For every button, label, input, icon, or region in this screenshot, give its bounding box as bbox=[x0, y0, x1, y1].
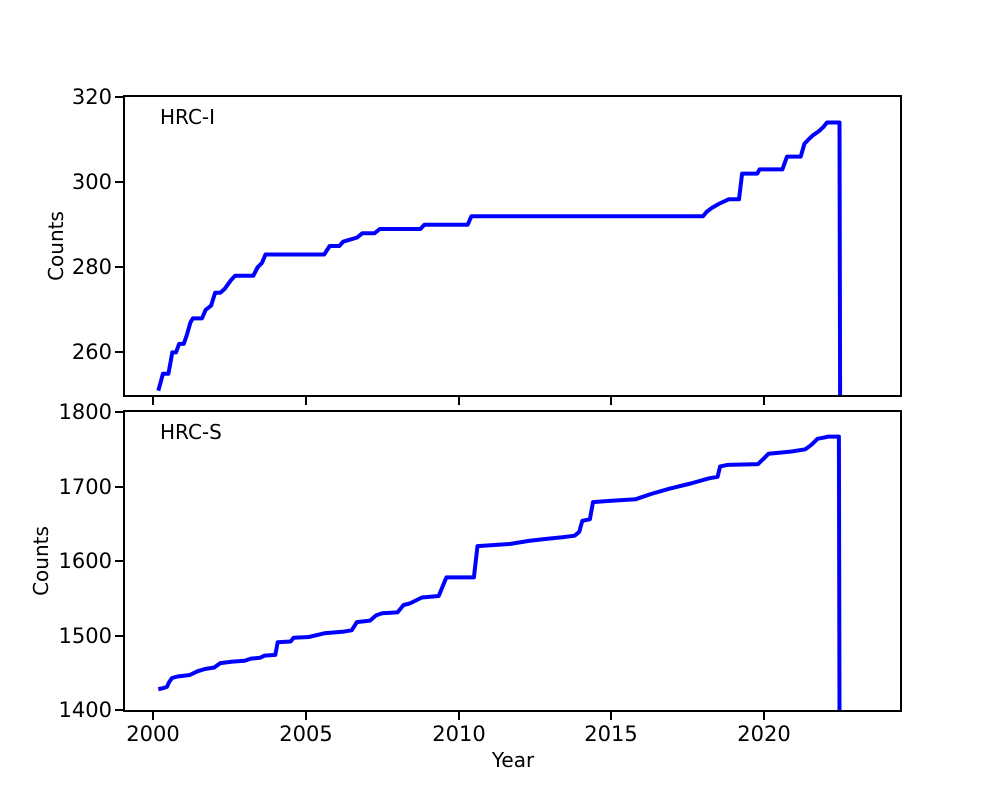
panel-label-hrc-i: HRC-I bbox=[160, 105, 216, 129]
x-tick-mark bbox=[458, 397, 460, 405]
x-tick-label: 2020 bbox=[737, 722, 791, 746]
panel-label-hrc-s: HRC-S bbox=[160, 420, 222, 444]
hrc-i-line-plot bbox=[156, 120, 843, 395]
x-tick-label: 2015 bbox=[584, 722, 638, 746]
y-tick-mark bbox=[115, 486, 123, 488]
y-tick-mark bbox=[115, 266, 123, 268]
y-tick-mark bbox=[115, 411, 123, 413]
y-tick-label: 280 bbox=[71, 255, 112, 279]
x-tick-label: 2005 bbox=[279, 722, 333, 746]
x-tick-label: 2000 bbox=[126, 722, 180, 746]
hrc-s-line-plot bbox=[157, 434, 842, 710]
x-tick-mark bbox=[152, 712, 154, 720]
y-tick-label: 1600 bbox=[58, 549, 112, 573]
y-tick-mark bbox=[115, 96, 123, 98]
x-tick-mark bbox=[610, 712, 612, 720]
y-tick-mark bbox=[115, 560, 123, 562]
y-tick-label: 320 bbox=[71, 85, 112, 109]
y-tick-label: 300 bbox=[71, 170, 112, 194]
hrc-s-cumulative-counts-line bbox=[157, 434, 842, 710]
y-tick-mark bbox=[115, 181, 123, 183]
x-axis-label: Year bbox=[491, 748, 535, 772]
y-tick-mark bbox=[115, 709, 123, 711]
panel-hrc-s: HRC-S bbox=[123, 410, 902, 712]
x-tick-label: 2010 bbox=[432, 722, 486, 746]
x-tick-mark bbox=[458, 712, 460, 720]
panel-hrc-i: HRC-I bbox=[123, 95, 902, 397]
x-tick-mark bbox=[152, 397, 154, 405]
y-tick-label: 1700 bbox=[58, 475, 112, 499]
hrc-i-cumulative-counts-line bbox=[156, 120, 843, 395]
y-tick-label: 1500 bbox=[58, 624, 112, 648]
x-tick-mark bbox=[763, 712, 765, 720]
y-tick-mark bbox=[115, 351, 123, 353]
x-tick-mark bbox=[305, 712, 307, 720]
x-tick-mark bbox=[763, 397, 765, 405]
y-tick-label: 1800 bbox=[58, 400, 112, 424]
y-tick-label: 1400 bbox=[58, 698, 112, 722]
y-tick-label: 260 bbox=[71, 340, 112, 364]
y-tick-mark bbox=[115, 635, 123, 637]
x-tick-mark bbox=[305, 397, 307, 405]
x-tick-mark bbox=[610, 397, 612, 405]
